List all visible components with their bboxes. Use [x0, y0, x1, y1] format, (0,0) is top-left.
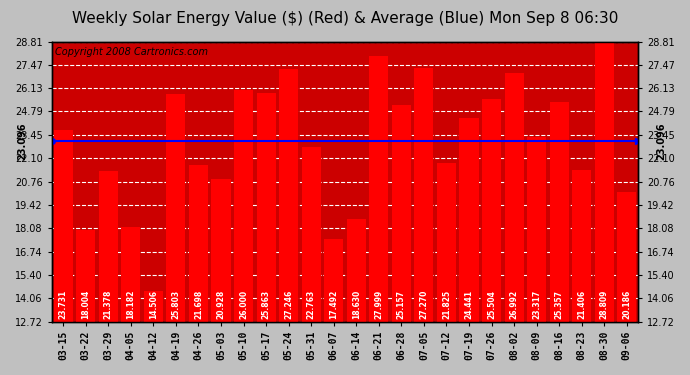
Bar — [234, 90, 253, 322]
Bar — [346, 219, 366, 322]
Text: 25.357: 25.357 — [555, 290, 564, 319]
Text: 21.378: 21.378 — [104, 290, 112, 319]
Text: 23.731: 23.731 — [59, 290, 68, 319]
Text: 21.406: 21.406 — [578, 290, 586, 319]
Text: 25.504: 25.504 — [487, 290, 496, 319]
Text: 18.004: 18.004 — [81, 290, 90, 319]
Bar — [54, 130, 72, 322]
Bar — [618, 192, 636, 322]
Bar — [414, 68, 433, 322]
Bar — [211, 179, 230, 322]
Bar — [166, 94, 186, 322]
Text: 23.317: 23.317 — [532, 290, 541, 319]
Text: 25.863: 25.863 — [262, 290, 270, 319]
Text: 27.270: 27.270 — [420, 290, 428, 319]
Bar — [504, 73, 524, 322]
Text: 22.763: 22.763 — [306, 290, 316, 319]
Text: 21.698: 21.698 — [194, 290, 203, 319]
Text: Copyright 2008 Cartronics.com: Copyright 2008 Cartronics.com — [55, 47, 208, 57]
Bar — [437, 163, 456, 322]
Bar — [482, 99, 501, 322]
Text: 28.809: 28.809 — [600, 290, 609, 319]
Bar — [121, 226, 140, 322]
Text: 23.096: 23.096 — [17, 122, 28, 160]
Text: 20.186: 20.186 — [622, 290, 631, 319]
Bar — [572, 170, 591, 322]
Bar — [279, 69, 298, 322]
Bar — [324, 238, 344, 322]
Text: 24.441: 24.441 — [464, 290, 473, 319]
Text: 23.096: 23.096 — [656, 122, 666, 160]
Bar — [189, 165, 208, 322]
Text: Weekly Solar Energy Value ($) (Red) & Average (Blue) Mon Sep 8 06:30: Weekly Solar Energy Value ($) (Red) & Av… — [72, 11, 618, 26]
Text: 27.246: 27.246 — [284, 290, 293, 319]
Bar — [76, 230, 95, 322]
Text: 25.803: 25.803 — [171, 290, 180, 319]
Text: 18.182: 18.182 — [126, 290, 135, 319]
Bar — [257, 93, 276, 322]
Text: 20.928: 20.928 — [217, 290, 226, 319]
Bar — [392, 105, 411, 322]
Bar — [302, 147, 321, 322]
Bar — [527, 137, 546, 322]
Text: 18.630: 18.630 — [352, 290, 361, 319]
Text: 26.992: 26.992 — [510, 290, 519, 319]
Bar — [144, 291, 163, 322]
Bar — [595, 42, 614, 322]
Text: 27.999: 27.999 — [374, 290, 384, 319]
Text: 25.157: 25.157 — [397, 290, 406, 319]
Text: 17.492: 17.492 — [329, 290, 338, 319]
Bar — [99, 171, 118, 322]
Bar — [460, 117, 479, 322]
Text: 14.506: 14.506 — [149, 290, 158, 319]
Text: 21.825: 21.825 — [442, 290, 451, 319]
Bar — [550, 102, 569, 322]
Bar — [369, 56, 388, 322]
Text: 26.000: 26.000 — [239, 290, 248, 319]
